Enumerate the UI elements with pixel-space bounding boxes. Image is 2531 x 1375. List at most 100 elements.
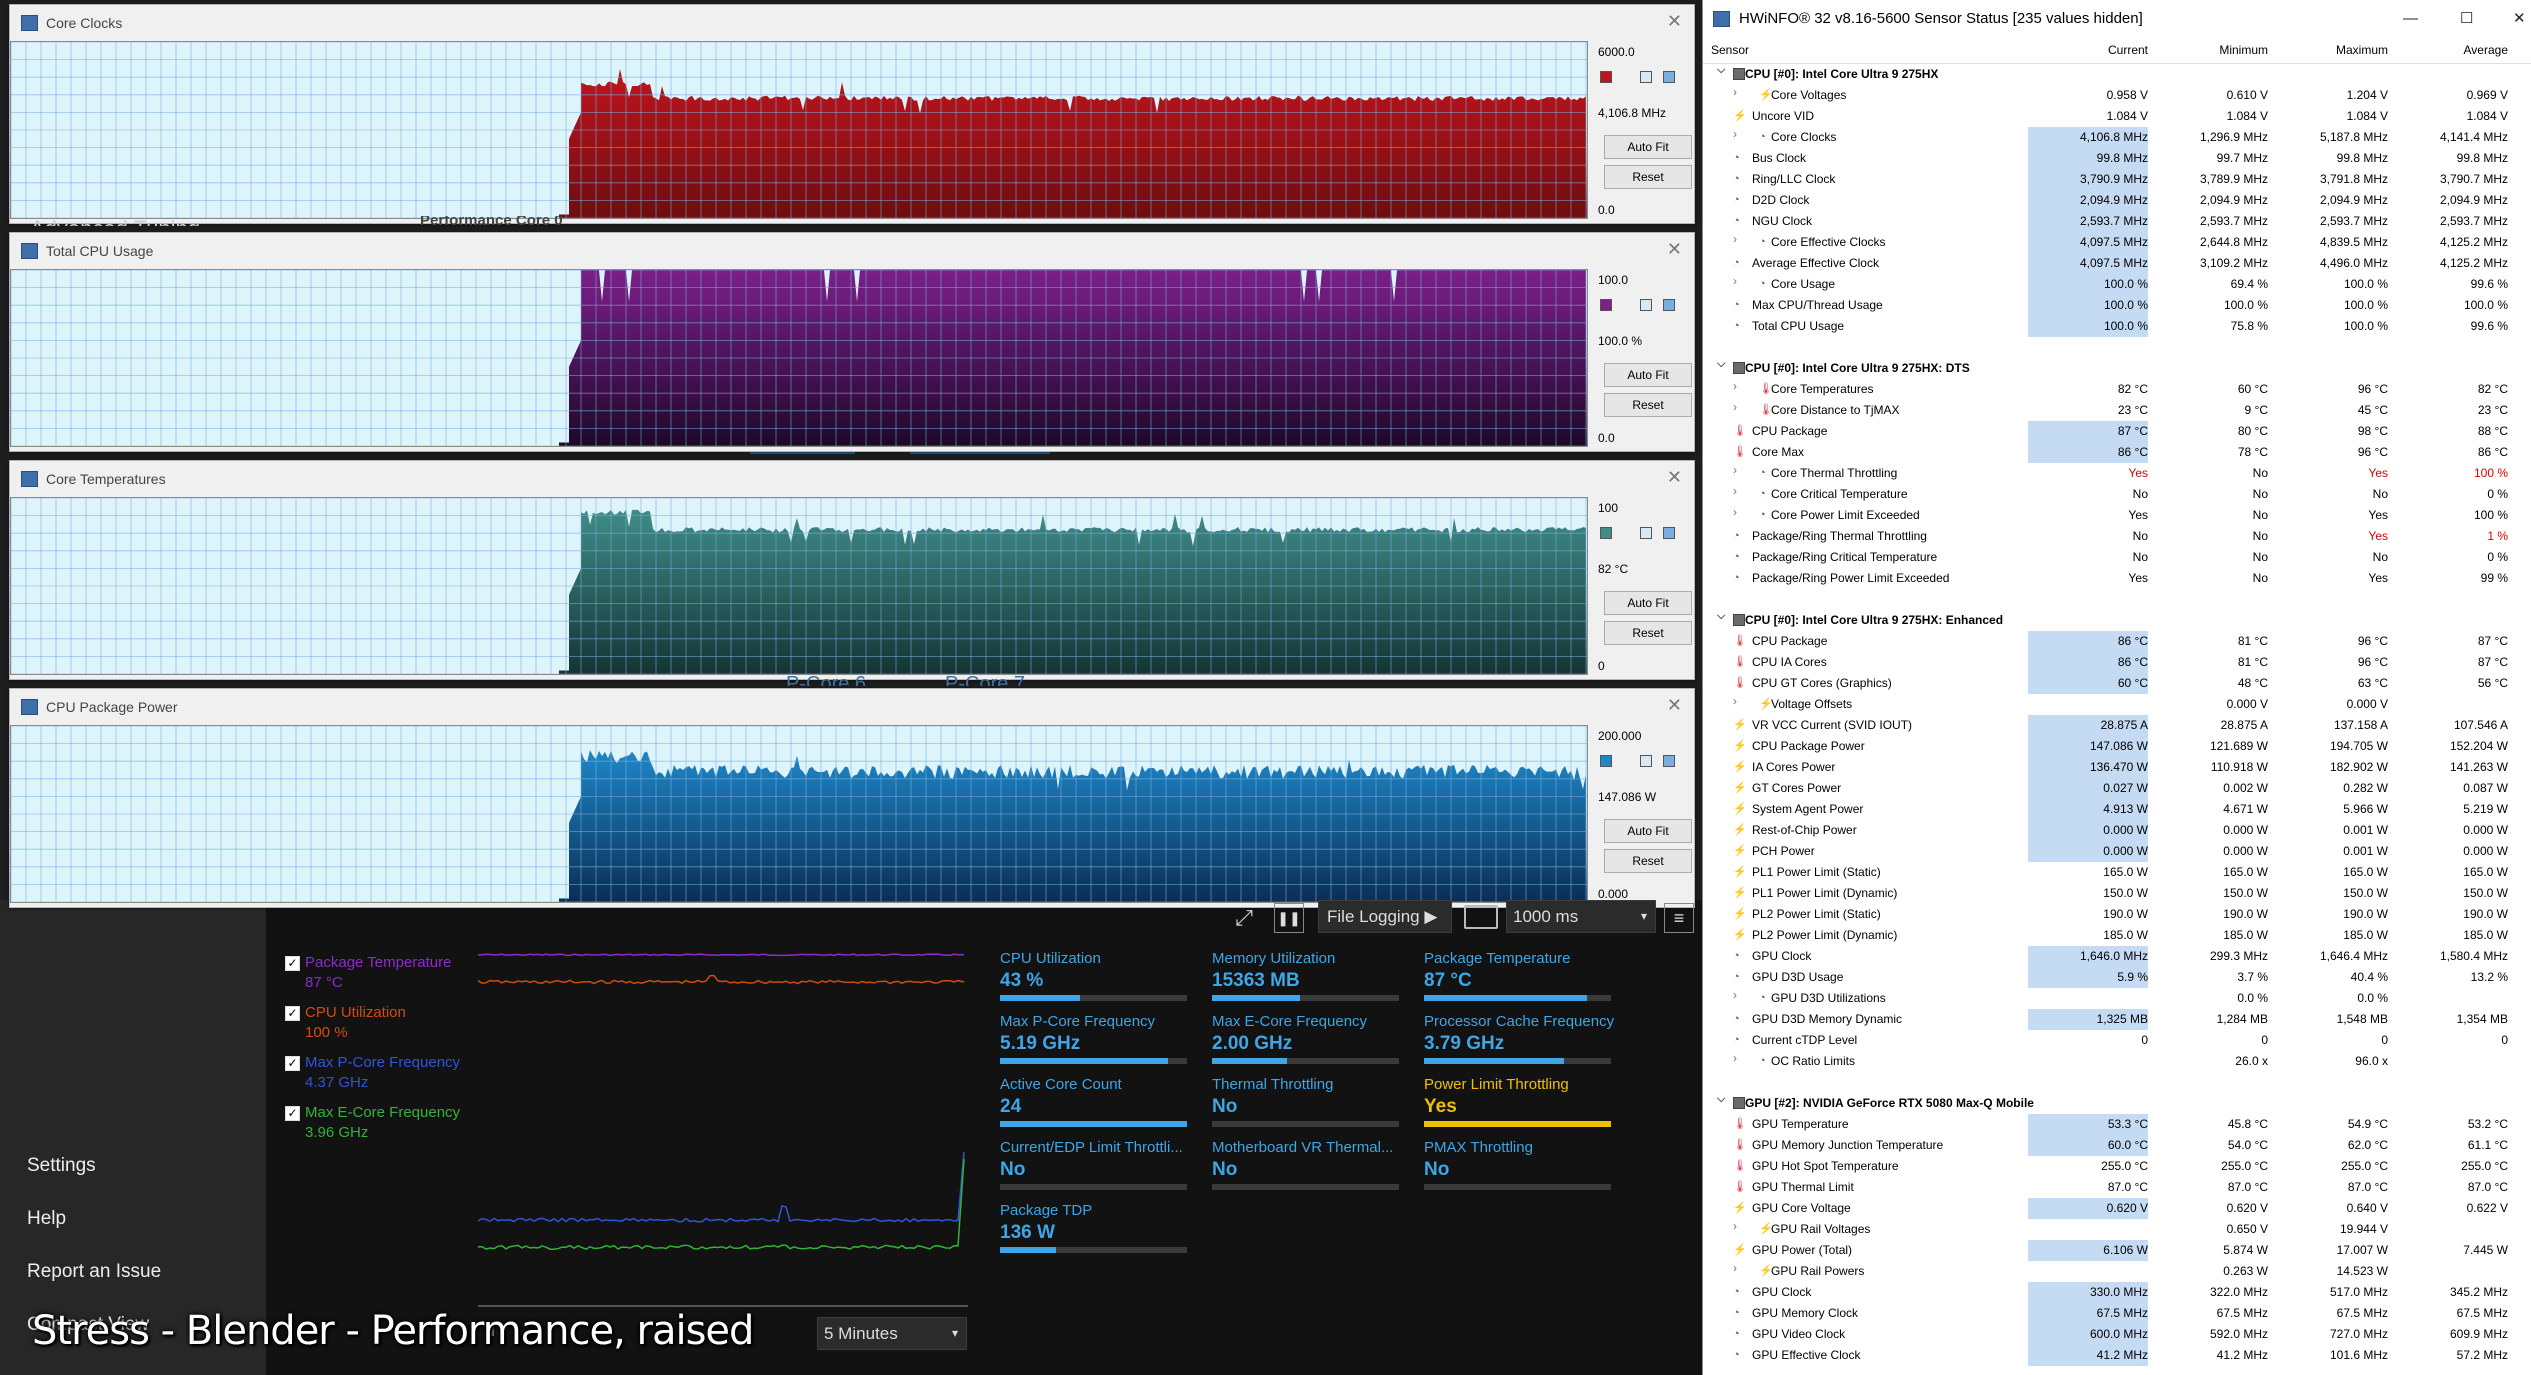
expand-icon[interactable]: › (1733, 274, 1737, 288)
sensor-row[interactable]: ⚡ GT Cores Power 0.027 W 0.002 W 0.282 W 0.08… (1703, 778, 2531, 799)
sensor-row[interactable]: › ◔ Core Effective Clocks 4,097.5 MHz 2,644.… (1703, 232, 2531, 253)
expand-icon[interactable]: › (1733, 505, 1737, 519)
sensor-row[interactable]: ⚡ GPU Core Voltage 0.620 V 0.620 V 0.640 V 0.… (1703, 1198, 2531, 1219)
sensor-row[interactable]: ⚡ PL2 Power Limit (Dynamic) 185.0 W 185.0 W… (1703, 925, 2531, 946)
column-header-average[interactable]: Average (2463, 43, 2508, 57)
grid-color-swatch[interactable] (1663, 71, 1675, 83)
grid-color-swatch[interactable] (1663, 299, 1675, 311)
grid-color-swatch[interactable] (1663, 527, 1675, 539)
auto-fit-button[interactable]: Auto Fit (1604, 591, 1692, 615)
sensor-row[interactable]: 🌡 CPU GT Cores (Graphics) 60 °C 48 °C 63 °C 5… (1703, 673, 2531, 694)
background-color-swatch[interactable] (1640, 299, 1652, 311)
sensor-row[interactable]: ⚡ IA Cores Power 136.470 W 110.918 W 182.902… (1703, 757, 2531, 778)
sensor-row[interactable]: ⚡ System Agent Power 4.913 W 4.671 W 5.966 W… (1703, 799, 2531, 820)
expand-icon[interactable]: › (1733, 400, 1737, 414)
collapse-icon[interactable]: ⌵ (1717, 64, 1726, 76)
series-color-swatch[interactable] (1600, 299, 1612, 311)
expand-icon[interactable]: › (1733, 1261, 1737, 1275)
sensor-row[interactable]: › ◔ OC Ratio Limits 26.0 x 96.0 x (1703, 1051, 2531, 1072)
expand-icon[interactable]: › (1733, 379, 1737, 393)
core-temperatures-graph-window[interactable]: Core Temperatures ✕ 100 82 °C Auto Fit R… (9, 460, 1695, 680)
legend-checkbox[interactable]: ✓ (285, 1106, 300, 1121)
sensor-group-row[interactable]: ⌵ CPU [#0]: Intel Core Ultra 9 275HX: Enh… (1703, 610, 2531, 631)
background-color-swatch[interactable] (1640, 755, 1652, 767)
sensor-row[interactable]: ◔ GPU Clock 1,646.0 MHz 299.3 MHz 1,646.4 MH… (1703, 946, 2531, 967)
column-header-sensor[interactable]: Sensor (1711, 43, 1750, 57)
sensor-row[interactable]: ◔ Current cTDP Level 0 0 0 0 (1703, 1030, 2531, 1051)
series-color-swatch[interactable] (1600, 71, 1612, 83)
sensor-row[interactable]: ⚡ PL1 Power Limit (Dynamic) 150.0 W 150.0 W… (1703, 883, 2531, 904)
reset-button[interactable]: Reset (1604, 621, 1692, 645)
maximize-icon[interactable]: ☐ (2460, 10, 2474, 27)
sensor-row[interactable]: 🌡 GPU Thermal Limit 87.0 °C 87.0 °C 87.0 °C 8… (1703, 1177, 2531, 1198)
sensor-row[interactable]: › ⚡ Voltage Offsets 0.000 V 0.000 V (1703, 694, 2531, 715)
sensor-row[interactable]: ⚡ Rest-of-Chip Power 0.000 W 0.000 W 0.001 W… (1703, 820, 2531, 841)
collapse-icon[interactable]: ⌵ (1717, 358, 1726, 370)
sensor-group-row[interactable]: ⌵ GPU [#2]: NVIDIA GeForce RTX 5080 Max-Q… (1703, 1093, 2531, 1114)
sensor-row[interactable]: ◔ GPU Clock 330.0 MHz 322.0 MHz 517.0 MHz 345… (1703, 1282, 2531, 1303)
legend-checkbox[interactable]: ✓ (285, 1056, 300, 1071)
sensor-row[interactable]: 🌡 CPU IA Cores 86 °C 81 °C 96 °C 87 °C (1703, 652, 2531, 673)
total-cpu-usage-graph-window[interactable]: Total CPU Usage ✕ 100.0 100.0 % Auto Fit… (9, 232, 1695, 452)
close-icon[interactable]: ✕ (1666, 467, 1682, 487)
sensor-row[interactable]: ⚡ PL1 Power Limit (Static) 165.0 W 165.0 W 1… (1703, 862, 2531, 883)
sensor-row[interactable]: 🌡 CPU Package 87 °C 80 °C 98 °C 88 °C (1703, 421, 2531, 442)
legend-checkbox[interactable]: ✓ (285, 956, 300, 971)
sensor-row[interactable]: › ⚡ GPU Rail Voltages 0.650 V 19.944 V (1703, 1219, 2531, 1240)
report-issue-menu-item[interactable]: Report an Issue (27, 1261, 162, 1282)
expand-icon[interactable]: › (1733, 85, 1737, 99)
background-color-swatch[interactable] (1640, 71, 1652, 83)
cpu-package-power-graph-window[interactable]: CPU Package Power ✕ 200.000 147.086 W Au… (9, 688, 1695, 908)
sensor-row[interactable]: 🌡 GPU Hot Spot Temperature 255.0 °C 255.0 °… (1703, 1156, 2531, 1177)
help-menu-item[interactable]: Help (27, 1208, 67, 1229)
sensor-row[interactable]: › ◔ Core Clocks 4,106.8 MHz 1,296.9 MHz 5,187… (1703, 127, 2531, 148)
column-header-maximum[interactable]: Maximum (2335, 43, 2388, 57)
sensor-row[interactable]: ◔ D2D Clock 2,094.9 MHz 2,094.9 MHz 2,094.9 … (1703, 190, 2531, 211)
grid-color-swatch[interactable] (1663, 755, 1675, 767)
close-icon[interactable]: ✕ (1666, 11, 1682, 31)
core-clocks-graph-window[interactable]: Core Clocks ✕ 6000.0 4,106.8 MHz Auto Fi… (9, 4, 1695, 224)
sensor-row[interactable]: ◔ GPU Effective Clock 41.2 MHz 41.2 MHz 101.… (1703, 1345, 2531, 1366)
background-color-swatch[interactable] (1640, 527, 1652, 539)
collapse-icon[interactable]: ⌵ (1717, 1093, 1726, 1105)
sensor-row[interactable]: ◔ Bus Clock 99.8 MHz 99.7 MHz 99.8 MHz 99.8 M… (1703, 148, 2531, 169)
sensor-row[interactable]: › 🌡 Core Distance to TjMAX 23 °C 9 °C 45 °C 23… (1703, 400, 2531, 421)
sensor-row[interactable]: 🌡 CPU Package 86 °C 81 °C 96 °C 87 °C (1703, 631, 2531, 652)
reset-button[interactable]: Reset (1604, 393, 1692, 417)
sensor-row[interactable]: ⚡ PCH Power 0.000 W 0.000 W 0.001 W 0.000 W (1703, 841, 2531, 862)
pause-button[interactable]: ❚❚ (1274, 903, 1304, 933)
sensor-row[interactable]: › ◔ GPU D3D Utilizations 0.0 % 0.0 % (1703, 988, 2531, 1009)
sensor-row[interactable]: ◔ GPU Video Clock 600.0 MHz 592.0 MHz 727.0 … (1703, 1324, 2531, 1345)
sensor-row[interactable]: › ◔ Core Thermal Throttling Yes No Yes 100 % (1703, 463, 2531, 484)
close-icon[interactable]: ✕ (1666, 695, 1682, 715)
close-icon[interactable]: ✕ (1666, 239, 1682, 259)
sensor-row[interactable]: › ◔ Core Usage 100.0 % 69.4 % 100.0 % 99.6 % (1703, 274, 2531, 295)
sensor-row[interactable]: ◔ GPU D3D Usage 5.9 % 3.7 % 40.4 % 13.2 % (1703, 967, 2531, 988)
expand-icon[interactable]: › (1733, 1051, 1737, 1065)
sensor-row[interactable]: › ⚡ GPU Rail Powers 0.263 W 14.523 W (1703, 1261, 2531, 1282)
reset-button[interactable]: Reset (1604, 165, 1692, 189)
expand-icon[interactable]: › (1733, 127, 1737, 141)
legend-checkbox[interactable]: ✓ (285, 1006, 300, 1021)
series-color-swatch[interactable] (1600, 527, 1612, 539)
sensor-group-row[interactable]: ⌵ CPU [#0]: Intel Core Ultra 9 275HX: DTS (1703, 358, 2531, 379)
auto-fit-button[interactable]: Auto Fit (1604, 135, 1692, 159)
column-header-current[interactable]: Current (2107, 43, 2148, 57)
sensor-row[interactable]: ◔ Total CPU Usage 100.0 % 75.8 % 100.0 % 99.6… (1703, 316, 2531, 337)
series-color-swatch[interactable] (1600, 755, 1612, 767)
sensor-row[interactable]: ⚡ VR VCC Current (SVID IOUT) 28.875 A 28.87… (1703, 715, 2531, 736)
expand-icon[interactable]: › (1733, 694, 1737, 708)
auto-fit-button[interactable]: Auto Fit (1604, 363, 1692, 387)
compact-view-menu-item[interactable]: Compact View (27, 1314, 150, 1335)
file-logging-button[interactable]: File Logging ▶ (1318, 900, 1452, 933)
sensor-row[interactable]: ⚡ Uncore VID 1.084 V 1.084 V 1.084 V 1.084 V (1703, 106, 2531, 127)
expand-icon[interactable]: › (1733, 1219, 1737, 1233)
sensor-row[interactable]: 🌡 Core Max 86 °C 78 °C 96 °C 86 °C (1703, 442, 2531, 463)
sensor-row[interactable]: › ⚡ Core Voltages 0.958 V 0.610 V 1.204 V 0.96… (1703, 85, 2531, 106)
sensor-row[interactable]: 🌡 GPU Temperature 53.3 °C 45.8 °C 54.9 °C 53.… (1703, 1114, 2531, 1135)
menu-icon[interactable]: ≡ (1664, 903, 1694, 933)
timespan-dropdown[interactable]: 5 Minutes ▾ (817, 1317, 967, 1350)
column-header-minimum[interactable]: Minimum (2219, 43, 2268, 57)
reset-button[interactable]: Reset (1604, 849, 1692, 873)
collapse-icon[interactable]: ⌵ (1717, 610, 1726, 622)
